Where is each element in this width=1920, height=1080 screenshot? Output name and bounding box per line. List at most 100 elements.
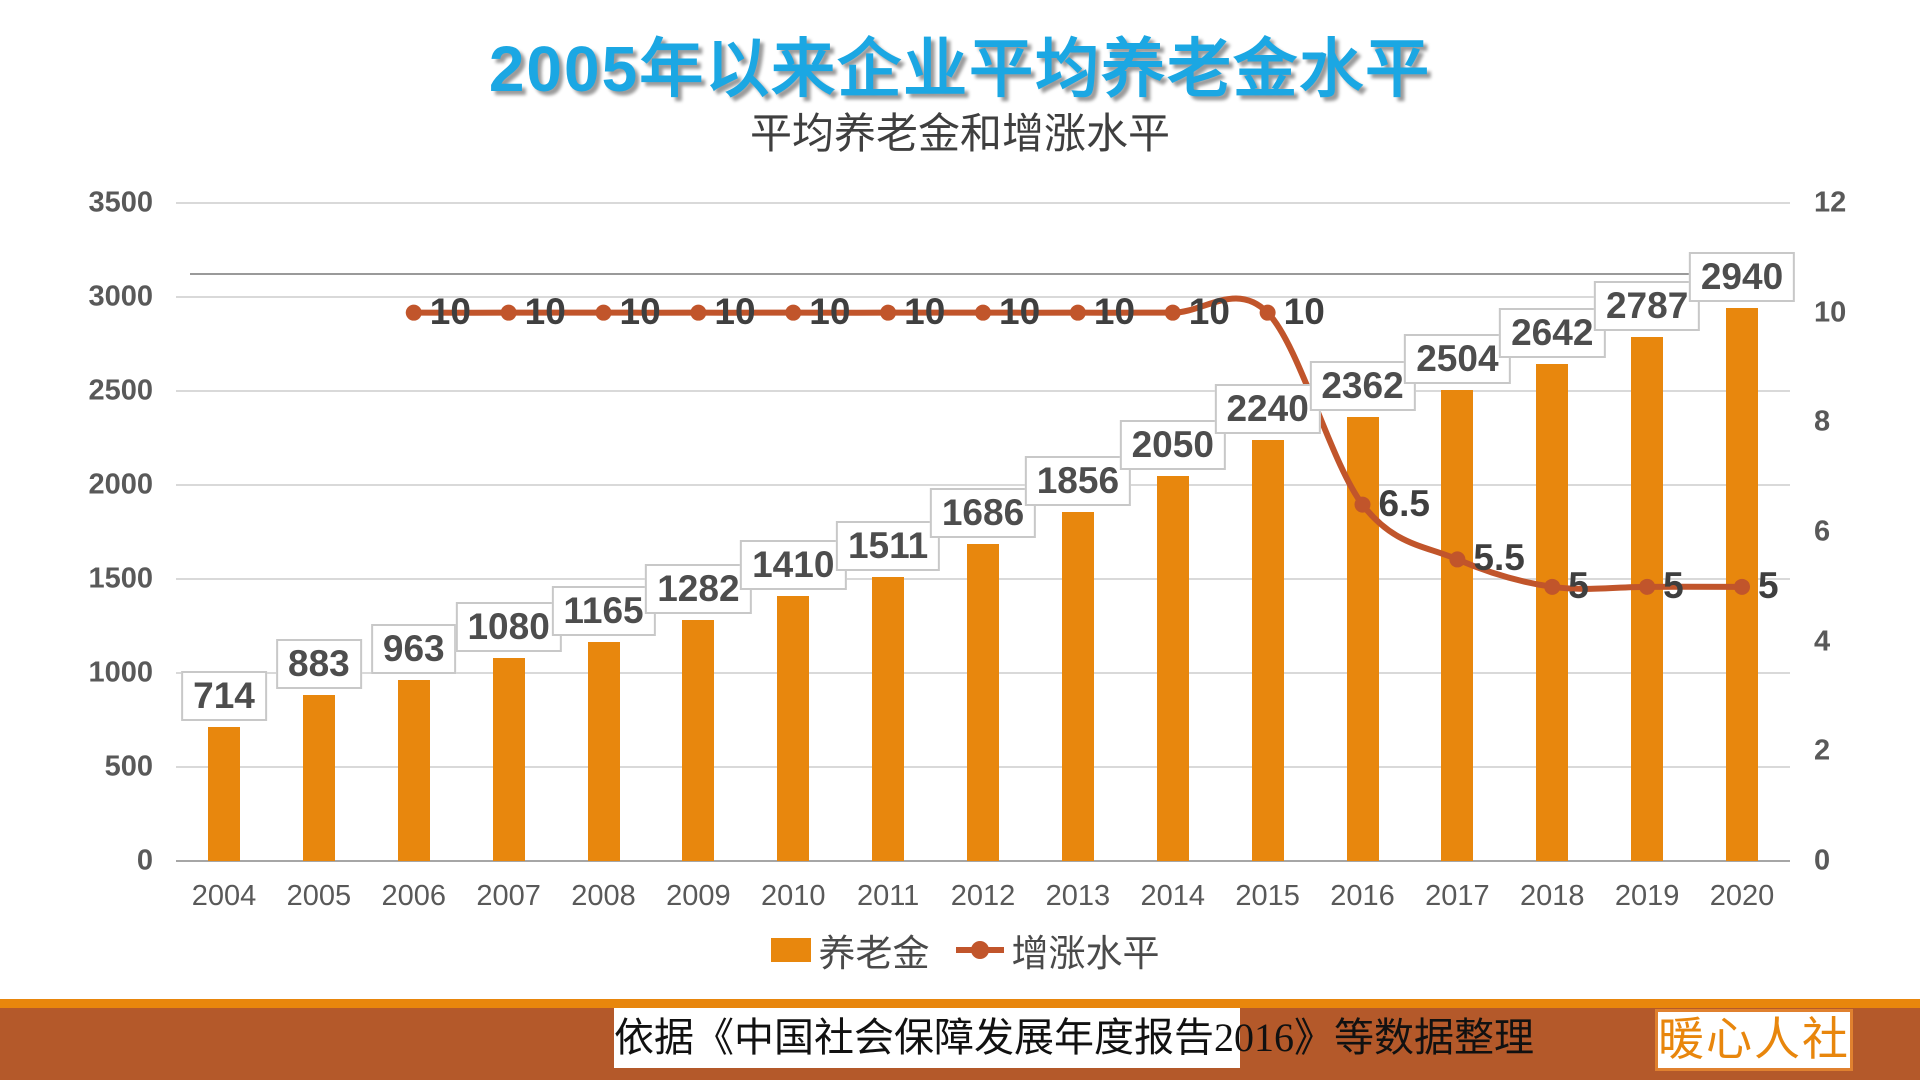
y-axis-left-tick: 0 (136, 844, 153, 877)
line-marker (1164, 304, 1181, 321)
x-axis-tick: 2012 (950, 880, 1016, 912)
x-axis-tick: 2015 (1235, 880, 1300, 912)
y-axis-right-tick: 4 (1814, 625, 1831, 658)
bar-2015 (1251, 439, 1284, 861)
x-axis-tick: 2014 (1140, 880, 1205, 912)
legend: 养老金 增涨水平 (0, 924, 1920, 976)
legend-label-growth: 增涨水平 (1011, 934, 1160, 975)
bar-2005 (302, 694, 335, 861)
line-marker (1069, 304, 1086, 321)
x-axis-tick: 2005 (286, 880, 352, 912)
x-axis-tick: 2006 (381, 880, 446, 912)
x-axis-line (176, 860, 1790, 862)
x-axis-tick: 2020 (1709, 880, 1775, 912)
y-axis-left-tick: 1500 (88, 562, 153, 595)
bar-2017 (1441, 390, 1474, 861)
x-axis-tick: 2008 (571, 880, 636, 912)
legend-item-pension: 养老金 (770, 923, 930, 977)
chart-subtitle: 平均养老金和增涨水平 (749, 112, 1170, 158)
gridline (176, 296, 1790, 298)
y-axis-left-tick: 1000 (88, 656, 153, 689)
line-value-label: 5.5 (1473, 537, 1525, 579)
line-marker (595, 304, 612, 321)
bar-2007 (492, 657, 525, 861)
line-marker (1734, 578, 1750, 595)
y-axis-right-tick: 6 (1814, 515, 1831, 548)
y-axis-left-tick: 3000 (88, 280, 153, 313)
y-axis-right-tick: 10 (1814, 296, 1847, 329)
bar-2008 (587, 641, 620, 861)
bar-value-label: 1410 (740, 539, 847, 590)
line-marker (880, 304, 897, 321)
line-value-label: 10 (1093, 290, 1136, 332)
legend-item-growth: 增涨水平 (955, 923, 1160, 977)
bar-swatch-icon (770, 938, 811, 962)
x-axis-tick: 2007 (476, 880, 541, 912)
line-value-label: 10 (524, 290, 566, 332)
line-marker (975, 304, 991, 321)
legend-label-pension: 养老金 (818, 934, 930, 975)
bar-2013 (1061, 512, 1094, 861)
bar-2010 (777, 595, 810, 861)
data-source-note: 依据《中国社会保障发展年度报告2016》等数据整理 (614, 1008, 1534, 1068)
bar-2006 (397, 679, 430, 861)
line-value-label: 5 (1758, 564, 1779, 606)
bar-2011 (872, 576, 905, 861)
line-value-label: 10 (1188, 290, 1230, 332)
x-axis-tick: 2011 (856, 880, 920, 912)
bar-value-label: 883 (276, 638, 362, 689)
line-marker (690, 304, 707, 321)
x-axis-tick: 2017 (1425, 880, 1490, 912)
line-value-label: 10 (999, 290, 1041, 332)
y-axis-left-tick: 500 (104, 750, 153, 783)
x-axis-tick: 2004 (191, 880, 257, 912)
bar-value-label: 2240 (1214, 383, 1321, 434)
footer-accent-strip (0, 999, 1920, 1008)
bar-2014 (1156, 475, 1189, 861)
line-marker (500, 304, 517, 321)
x-axis-tick: 2013 (1045, 880, 1111, 912)
line-value-label: 5 (1568, 564, 1589, 606)
y-axis-left-tick: 3500 (88, 186, 153, 219)
bar-value-label: 2050 (1119, 419, 1226, 470)
bar-value-label: 2940 (1688, 252, 1796, 303)
line-marker-icon (955, 938, 1004, 962)
bar-2019 (1631, 337, 1664, 861)
line-marker (405, 304, 422, 321)
bar-2009 (682, 619, 715, 861)
bar-value-label: 1165 (551, 585, 656, 636)
x-axis-tick: 2010 (760, 880, 826, 912)
bar-2004 (208, 726, 240, 861)
bar-value-label: 1080 (455, 601, 562, 652)
line-value-label: 10 (1283, 290, 1325, 332)
line-marker (1544, 578, 1561, 595)
bar-value-label: 2504 (1404, 334, 1511, 385)
x-axis-tick: 2009 (666, 880, 731, 912)
gridline (176, 390, 1790, 392)
line-value-label: 10 (619, 290, 661, 332)
line-value-label: 5 (1663, 564, 1684, 606)
bar-2012 (967, 544, 999, 861)
bar-value-label: 1686 (929, 488, 1037, 539)
bar-value-label: 2362 (1309, 360, 1416, 411)
y-axis-left-tick: 2000 (88, 468, 153, 501)
reference-line (190, 273, 1790, 275)
bar-2018 (1536, 364, 1569, 861)
line-marker (1449, 551, 1466, 568)
x-axis-tick: 2016 (1330, 880, 1395, 912)
gridline (176, 484, 1790, 486)
y-axis-right-tick: 8 (1814, 405, 1831, 438)
y-axis-right-tick: 12 (1814, 186, 1847, 219)
line-marker (1259, 304, 1276, 321)
bar-value-label: 2642 (1499, 308, 1606, 359)
x-axis-tick: 2019 (1614, 880, 1680, 912)
x-axis-tick: 2018 (1519, 880, 1585, 912)
line-value-label: 10 (904, 290, 946, 332)
line-marker (1639, 578, 1656, 595)
bar-value-label: 1282 (645, 563, 752, 614)
y-axis-left-tick: 2500 (88, 374, 153, 407)
line-value-label: 10 (429, 290, 471, 332)
y-axis-right-tick: 0 (1814, 844, 1831, 877)
